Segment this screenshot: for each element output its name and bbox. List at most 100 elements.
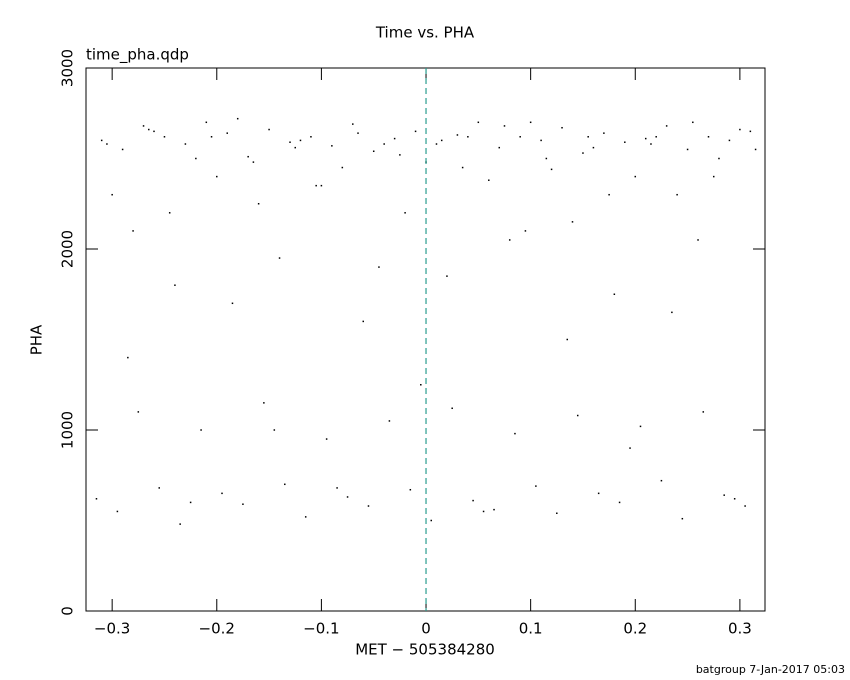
- point: [414, 130, 417, 133]
- point: [597, 492, 600, 495]
- point: [587, 136, 589, 138]
- point: [749, 130, 752, 133]
- point: [148, 128, 150, 131]
- point: [744, 505, 746, 507]
- point: [524, 230, 527, 232]
- point: [216, 175, 218, 178]
- x-tick-label: 0.1: [519, 620, 543, 638]
- point: [153, 130, 155, 133]
- point: [236, 117, 239, 120]
- point: [467, 136, 469, 138]
- point: [430, 519, 433, 522]
- point: [362, 320, 364, 323]
- point: [132, 230, 134, 232]
- point: [158, 487, 160, 489]
- point: [341, 166, 344, 169]
- point: [310, 136, 312, 138]
- point: [393, 137, 396, 140]
- point: [529, 121, 532, 124]
- point: [519, 136, 521, 138]
- x-tick-label: −0.2: [199, 620, 235, 638]
- point: [273, 429, 276, 431]
- point: [142, 125, 145, 127]
- point: [231, 302, 234, 305]
- point: [189, 501, 192, 504]
- point: [754, 148, 757, 151]
- point: [723, 494, 725, 496]
- point: [420, 384, 422, 386]
- point: [592, 146, 595, 149]
- point: [257, 203, 260, 205]
- point: [535, 485, 537, 487]
- point: [482, 510, 485, 513]
- footer: batgroup 7-Jan-2017 05:03: [696, 663, 845, 676]
- point: [613, 293, 616, 295]
- point: [571, 221, 574, 223]
- point: [712, 175, 715, 178]
- point: [451, 407, 453, 410]
- point: [315, 184, 317, 187]
- point: [629, 447, 631, 449]
- point: [179, 523, 181, 525]
- point: [618, 501, 621, 504]
- point: [127, 356, 129, 359]
- point: [367, 505, 370, 507]
- point: [644, 137, 647, 140]
- point: [200, 429, 202, 431]
- point: [456, 134, 459, 136]
- x-tick-label: 0.3: [728, 620, 752, 638]
- x-tick-label: −0.3: [94, 620, 130, 638]
- point: [550, 168, 553, 171]
- point: [116, 510, 119, 513]
- point: [634, 175, 637, 178]
- point: [221, 492, 223, 495]
- point: [650, 143, 652, 145]
- point: [106, 143, 108, 145]
- x-tick-label: 0.2: [623, 620, 647, 638]
- point: [284, 483, 286, 486]
- point: [624, 141, 626, 143]
- point: [210, 136, 213, 138]
- point: [100, 139, 103, 142]
- point: [299, 139, 302, 142]
- point: [168, 212, 171, 214]
- point: [357, 132, 359, 134]
- point: [263, 402, 265, 404]
- point: [545, 157, 548, 160]
- point: [707, 136, 710, 138]
- point: [95, 498, 98, 500]
- point: [561, 126, 563, 129]
- point: [325, 438, 328, 440]
- point: [503, 125, 506, 127]
- point: [697, 239, 699, 241]
- point: [493, 508, 495, 511]
- x-tick-label: 0: [421, 620, 431, 638]
- point: [665, 125, 668, 127]
- point: [409, 488, 412, 491]
- point: [681, 517, 684, 520]
- point: [702, 411, 705, 413]
- point: [686, 148, 689, 151]
- point: [242, 503, 244, 505]
- point: [352, 123, 354, 125]
- point: [294, 146, 296, 149]
- point: [388, 420, 391, 422]
- point: [247, 155, 249, 158]
- point: [304, 516, 307, 518]
- point: [566, 338, 569, 341]
- point: [676, 193, 678, 196]
- y-tick-label: 3000: [59, 49, 77, 87]
- point: [289, 141, 291, 143]
- point: [226, 132, 228, 134]
- point: [692, 121, 694, 124]
- point: [163, 136, 166, 138]
- y-tick-label: 0: [59, 606, 77, 616]
- point: [252, 161, 255, 163]
- point: [498, 146, 501, 149]
- point: [121, 148, 124, 151]
- chart-title: Time vs. PHA: [375, 24, 475, 42]
- x-axis-label: MET − 505384280: [355, 641, 495, 659]
- point: [472, 499, 474, 502]
- point: [718, 157, 720, 160]
